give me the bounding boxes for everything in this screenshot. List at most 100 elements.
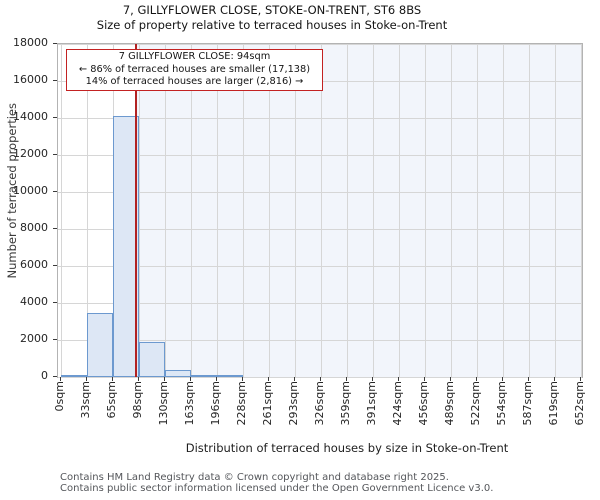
chart-subtitle: Size of property relative to terraced ho… (96, 18, 448, 32)
x-tick-mark (111, 377, 113, 381)
vertical-gridline (191, 44, 192, 377)
vertical-gridline (242, 44, 244, 377)
x-tick-mark (423, 377, 425, 381)
x-axis-label: Distribution of terraced houses by size … (185, 441, 509, 455)
vertical-gridline (451, 44, 452, 377)
vertical-gridline (529, 44, 531, 377)
histogram-bar (217, 375, 243, 377)
y-tick-mark (53, 154, 57, 155)
histogram-bar (61, 375, 87, 377)
vertical-gridline (87, 44, 89, 377)
vertical-gridline (139, 44, 141, 377)
annotation-line-2: ← 86% of terraced houses are smaller (17… (78, 63, 311, 75)
horizontal-gridline (58, 303, 582, 304)
histogram-bar (113, 116, 139, 377)
vertical-gridline (164, 44, 166, 377)
x-tick-mark (216, 377, 218, 381)
x-tick-mark (268, 377, 270, 381)
x-tick-label: 293sqm (286, 381, 300, 426)
x-tick-mark (346, 377, 348, 381)
x-tick-label: 522sqm (469, 381, 483, 426)
x-tick-mark (138, 377, 140, 381)
x-tick-label: 391sqm (364, 381, 378, 426)
vertical-gridline (372, 44, 374, 377)
x-tick-mark (320, 377, 321, 381)
horizontal-gridline (58, 340, 582, 341)
x-tick-mark (190, 377, 191, 381)
footer-attribution-line-1: Contains HM Land Registry data © Crown c… (60, 472, 449, 483)
vertical-gridline (269, 44, 271, 377)
vertical-gridline (217, 44, 219, 377)
x-tick-label: 196sqm (209, 381, 223, 426)
x-tick-mark (501, 377, 503, 381)
x-tick-label: 456sqm (416, 381, 430, 426)
y-tick-label: 18000 (13, 36, 48, 49)
x-tick-mark (293, 377, 295, 381)
horizontal-gridline (58, 155, 582, 156)
vertical-gridline (399, 44, 401, 377)
horizontal-gridline (58, 192, 582, 193)
y-tick-label: 2000 (20, 332, 48, 345)
x-tick-mark (476, 377, 478, 381)
y-tick-mark (53, 191, 57, 192)
x-tick-label: 163sqm (183, 381, 196, 426)
y-tick-label: 6000 (20, 258, 48, 271)
x-tick-label: 652sqm (573, 381, 586, 426)
y-tick-mark (53, 302, 57, 303)
y-tick-label: 0 (41, 369, 48, 382)
y-tick-label: 8000 (20, 221, 48, 234)
vertical-gridline (424, 44, 426, 377)
x-tick-mark (371, 377, 373, 381)
x-tick-label: 0sqm (53, 381, 66, 412)
larger-than-marker-shaded-region (135, 44, 582, 377)
histogram-bar (191, 375, 217, 377)
plot-area (57, 43, 583, 378)
y-tick-mark (53, 339, 57, 340)
x-tick-mark (241, 377, 243, 381)
y-tick-label: 16000 (13, 73, 48, 86)
histogram-bar (139, 342, 165, 377)
x-tick-label: 228sqm (234, 381, 248, 426)
y-tick-mark (53, 80, 57, 81)
footer-attribution-line-2: Contains public sector information licen… (60, 483, 494, 494)
horizontal-gridline (58, 266, 582, 267)
horizontal-gridline (58, 229, 582, 230)
x-tick-label: 359sqm (339, 381, 353, 426)
property-size-marker-line (134, 44, 137, 377)
marker-annotation-box: 7 GILLYFLOWER CLOSE: 94sqm ← 86% of terr… (66, 49, 323, 91)
y-tick-mark (53, 228, 57, 229)
histogram-bar (165, 369, 191, 377)
x-tick-label: 554sqm (494, 381, 508, 426)
x-tick-label: 489sqm (443, 381, 456, 426)
x-tick-mark (528, 377, 530, 381)
x-tick-label: 326sqm (313, 381, 326, 426)
x-tick-label: 619sqm (546, 381, 560, 426)
annotation-line-3: 14% of terraced houses are larger (2,816… (85, 76, 304, 88)
y-tick-label: 10000 (13, 184, 48, 197)
x-tick-label: 65sqm (104, 381, 118, 419)
horizontal-gridline (58, 118, 582, 119)
x-tick-label: 98sqm (131, 381, 145, 419)
x-tick-mark (60, 377, 61, 381)
x-tick-mark (398, 377, 400, 381)
x-tick-label: 33sqm (79, 381, 93, 419)
y-tick-mark (53, 117, 57, 118)
vertical-gridline (477, 44, 479, 377)
x-tick-label: 130sqm (156, 381, 170, 426)
vertical-gridline (294, 44, 296, 377)
y-tick-label: 14000 (13, 110, 48, 123)
y-tick-mark (53, 265, 57, 266)
x-tick-mark (86, 377, 88, 381)
vertical-gridline (581, 44, 582, 377)
y-tick-label: 12000 (13, 147, 48, 160)
x-tick-label: 261sqm (261, 381, 275, 426)
x-tick-mark (580, 377, 581, 381)
x-tick-label: 424sqm (391, 381, 405, 426)
vertical-gridline (502, 44, 504, 377)
vertical-gridline (61, 44, 62, 377)
vertical-gridline (347, 44, 349, 377)
annotation-line-1: 7 GILLYFLOWER CLOSE: 94sqm (118, 51, 271, 62)
y-tick-label: 4000 (20, 295, 48, 308)
y-tick-mark (53, 43, 57, 44)
x-tick-label: 587sqm (521, 381, 535, 426)
